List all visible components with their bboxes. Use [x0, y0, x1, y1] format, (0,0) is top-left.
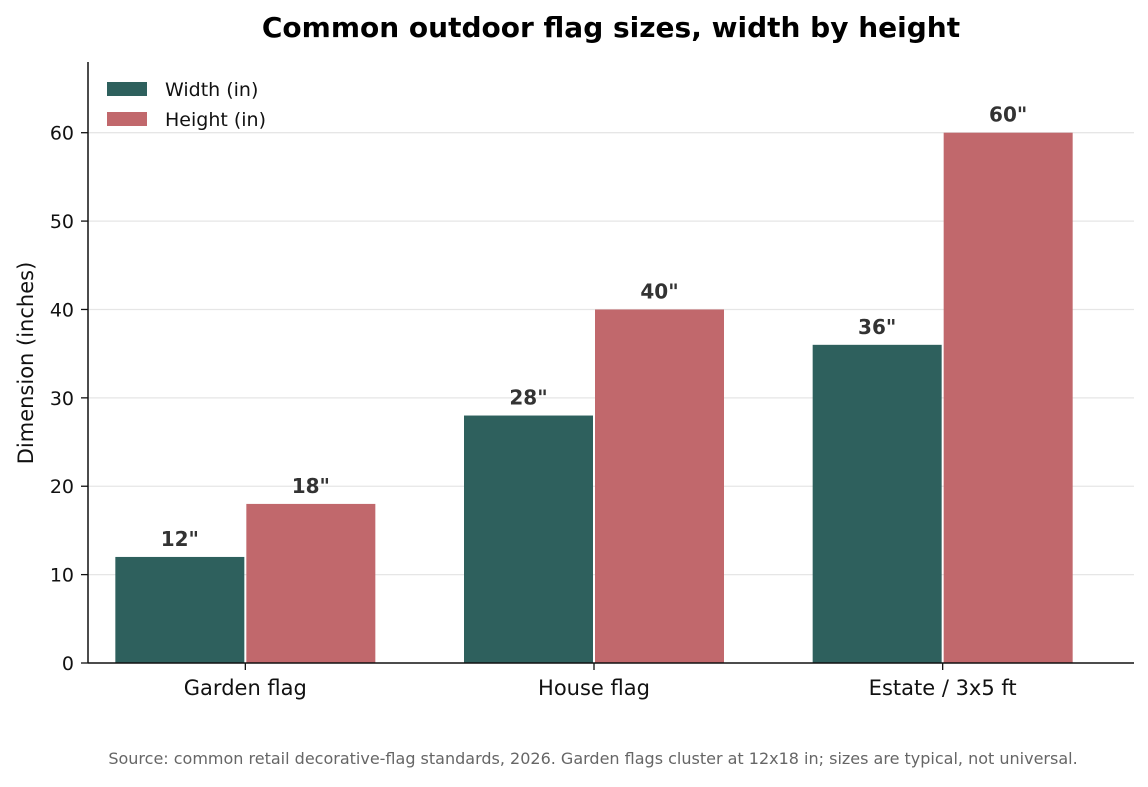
value-label: 18" [292, 474, 330, 498]
bar-height-0 [246, 503, 376, 663]
source-note: Source: common retail decorative-flag st… [108, 749, 1077, 768]
value-label: 28" [509, 386, 547, 410]
legend-label: Height (in) [165, 109, 266, 131]
y-tick-label: 20 [50, 476, 74, 498]
legend-swatch [107, 82, 147, 96]
x-tick-label: House flag [538, 676, 650, 700]
bar-height-2 [943, 132, 1073, 664]
bar-width-0 [115, 556, 245, 663]
x-tick-label: Estate / 3x5 ft [869, 676, 1017, 700]
value-label: 36" [858, 315, 896, 339]
y-tick-label: 10 [50, 565, 74, 587]
value-label: 40" [640, 279, 678, 303]
value-label: 12" [161, 527, 199, 551]
value-labels: 12" 18" 28" 40" 36" 60" [161, 103, 1028, 551]
bar-width-2 [812, 344, 942, 663]
bars [115, 132, 1073, 664]
axes: 0 10 20 30 40 50 60 Garden flag House flag Estate… [50, 62, 1134, 700]
legend-swatch [107, 112, 147, 126]
y-tick-label: 50 [50, 211, 74, 233]
bar-height-1 [595, 309, 724, 663]
y-axis-label: Dimension (inches) [14, 262, 38, 465]
y-tick-label: 0 [62, 653, 74, 675]
bar-width-1 [464, 415, 593, 663]
chart-title: Common outdoor flag sizes, width by heig… [262, 11, 960, 44]
legend: Width (in) Height (in) [107, 79, 266, 131]
legend-label: Width (in) [165, 79, 258, 101]
y-tick-label: 40 [50, 299, 74, 321]
y-tick-label: 30 [50, 388, 74, 410]
x-tick-label: Garden flag [184, 676, 307, 700]
value-label: 60" [989, 103, 1027, 127]
y-tick-label: 60 [50, 123, 74, 145]
